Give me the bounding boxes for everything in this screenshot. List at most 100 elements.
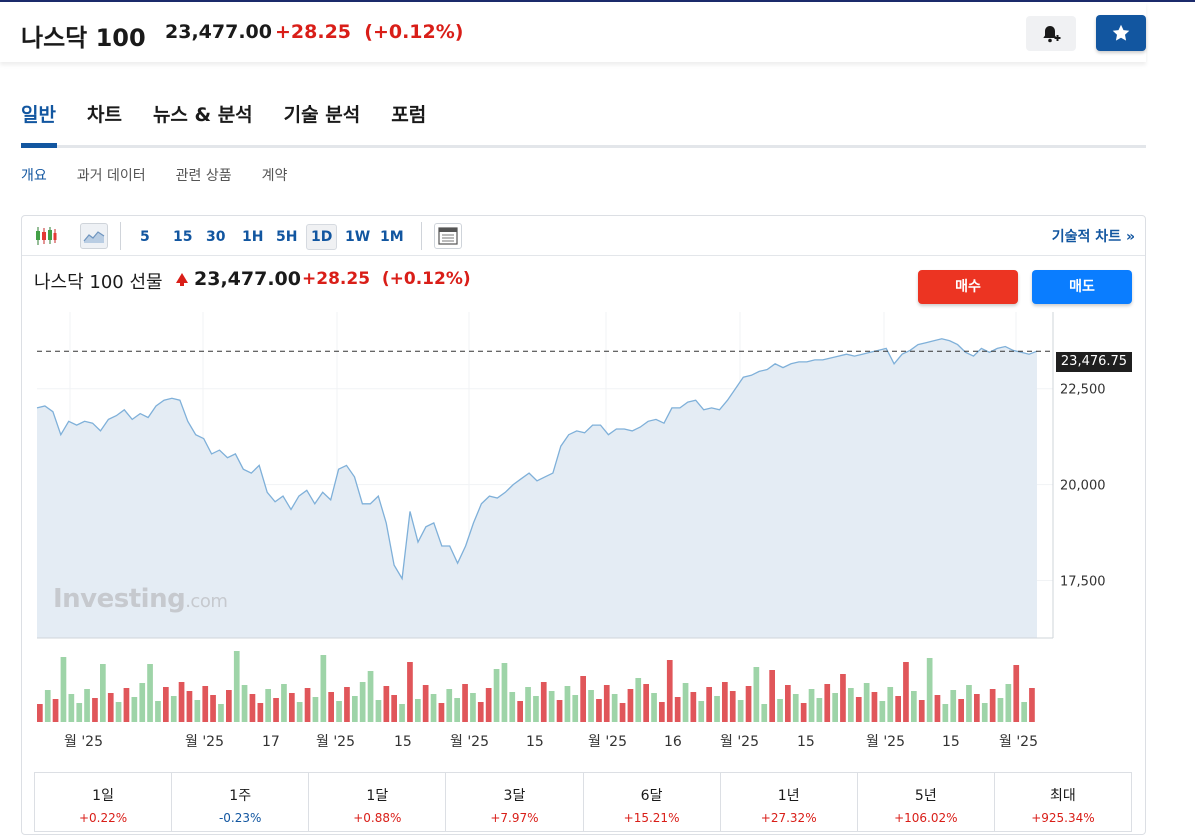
volume-bar [123, 688, 130, 722]
volume-bar [178, 682, 185, 722]
volume-bar [1005, 684, 1012, 722]
volume-bar [100, 664, 106, 722]
subtab-historical-data[interactable]: 과거 데이터 [76, 168, 146, 184]
volume-bar [194, 700, 201, 722]
volume-bar [454, 698, 460, 722]
volume-bar [989, 689, 996, 722]
volume-bar [226, 690, 232, 722]
volume-bar [974, 694, 980, 722]
volume-bar [737, 700, 744, 722]
volume-bar [903, 662, 909, 722]
volume-bar [170, 696, 177, 722]
performance-cell[interactable]: 5년 +106.02% [858, 773, 995, 831]
volume-bar [997, 698, 1004, 722]
timeframe-5[interactable]: 5 [140, 229, 150, 245]
performance-value: -0.23% [218, 811, 262, 825]
volume-bar [808, 689, 815, 722]
volume-bar [572, 695, 579, 722]
tab-technical-analysis[interactable]: 기술 분석 [283, 104, 361, 126]
price-chart[interactable]: 22,500 20,000 17,500 월 '25 월 '25 17 월 '25 15 월 '… [0, 0, 1195, 760]
performance-cell[interactable]: 3달 +7.97% [446, 773, 584, 831]
volume-bar [501, 663, 508, 722]
tab-general[interactable]: 일반 [21, 104, 56, 126]
add-to-watchlist-button[interactable] [1096, 15, 1146, 51]
volume-bar [517, 701, 523, 722]
volume-bar [863, 683, 870, 722]
main-tabs: 일반 차트 뉴스 & 분석 기술 분석 포럼 [21, 100, 457, 127]
data-table-icon[interactable] [434, 223, 462, 249]
volume-bar [627, 689, 634, 722]
volume-bar [344, 687, 350, 722]
performance-period: 6달 [640, 788, 663, 804]
active-tab-indicator [21, 143, 57, 148]
area-chart-icon[interactable] [80, 223, 108, 249]
volume-bar [352, 696, 358, 722]
volume-bar [816, 698, 823, 722]
performance-strip: 1일 +0.22% 1주 -0.23% 1달 +0.88% 3달 +7.97% 6달 +15.21… [34, 772, 1132, 832]
volume-bar [391, 695, 397, 722]
x-tick-label: 월 '25 [866, 734, 905, 750]
performance-cell[interactable]: 최대 +925.34% [995, 773, 1131, 831]
volume-bar [706, 687, 712, 722]
volume-bar [470, 693, 476, 722]
volume-bar [37, 704, 43, 722]
volume-bar [462, 684, 468, 722]
performance-cell[interactable]: 6달 +15.21% [584, 773, 721, 831]
timeframe-15[interactable]: 15 [173, 229, 193, 245]
volume-bar [84, 689, 90, 722]
x-tick-label: 15 [526, 734, 544, 750]
volume-bar [107, 693, 114, 722]
chart-toolbar: 5 15 30 1H 5H 1D 1W 1M 기술적 차트 » [22, 216, 1145, 256]
performance-cell[interactable]: 1주 -0.23% [172, 773, 310, 831]
volume-bar [596, 699, 602, 722]
y-tick-label: 17,500 [1060, 574, 1106, 589]
timeframe-1h[interactable]: 1H [242, 229, 264, 245]
volume-bar [777, 699, 783, 722]
timeframe-5h[interactable]: 5H [276, 229, 298, 245]
y-tick-label: 20,000 [1060, 479, 1106, 494]
x-tick-label: 월 '25 [316, 734, 355, 750]
volume-bar [761, 704, 768, 722]
volume-bar [233, 651, 240, 722]
tab-chart[interactable]: 차트 [86, 104, 122, 126]
volume-bar [911, 691, 917, 722]
performance-value: +925.34% [1031, 811, 1095, 825]
performance-period: 1주 [229, 788, 252, 804]
timeframe-1w[interactable]: 1W [345, 229, 371, 245]
volume-bar [548, 691, 555, 722]
tab-forum[interactable]: 포럼 [391, 104, 427, 126]
volume-bar [603, 685, 610, 722]
technical-chart-link[interactable]: 기술적 차트 » [1051, 229, 1135, 245]
volume-bar [934, 695, 941, 722]
buy-button[interactable]: 매수 [918, 270, 1018, 304]
performance-period: 5년 [914, 788, 937, 804]
subtab-overview[interactable]: 개요 [21, 168, 47, 184]
volume-bar [619, 703, 626, 722]
volume-bar [855, 697, 862, 722]
performance-cell[interactable]: 1년 +27.32% [721, 773, 858, 831]
tab-news-analysis[interactable]: 뉴스 & 분석 [152, 104, 253, 126]
performance-period: 1달 [366, 788, 389, 804]
candlestick-icon[interactable] [32, 223, 60, 249]
performance-period: 최대 [1050, 788, 1076, 804]
subtab-contracts[interactable]: 계약 [261, 168, 288, 184]
volume-bar [564, 686, 571, 722]
toolbar-separator [120, 222, 121, 250]
volume-bar [493, 669, 500, 722]
chart-price: 23,477.00 [194, 268, 301, 290]
performance-cell[interactable]: 1달 +0.88% [309, 773, 447, 831]
instrument-change-value: +28.25 [275, 21, 352, 43]
add-alert-button[interactable] [1026, 16, 1076, 51]
volume-bar [52, 699, 59, 722]
timeframe-1d[interactable]: 1D [306, 224, 338, 250]
volume-bar [580, 676, 586, 722]
sell-button[interactable]: 매도 [1032, 270, 1132, 304]
volume-bar [785, 685, 791, 722]
performance-cell[interactable]: 1일 +0.22% [35, 773, 173, 831]
volume-bar [800, 703, 807, 722]
subtab-related-products[interactable]: 관련 상품 [175, 168, 232, 184]
volume-bar [848, 688, 854, 722]
timeframe-1m[interactable]: 1M [380, 229, 404, 245]
volume-bar [202, 686, 209, 722]
timeframe-30[interactable]: 30 [206, 229, 226, 245]
